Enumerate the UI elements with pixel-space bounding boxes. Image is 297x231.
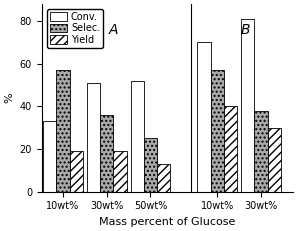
Bar [211,70,224,191]
Text: A: A [109,23,118,37]
Legend: Conv., Selec., Yield: Conv., Selec., Yield [47,9,103,48]
Bar [87,83,100,191]
Bar [241,19,255,191]
Bar [224,106,237,191]
Bar [198,43,211,191]
Bar [255,111,268,191]
Bar [69,151,83,191]
Bar [43,121,56,191]
Bar [100,115,113,191]
Bar [56,70,69,191]
Bar [157,164,170,191]
Bar [131,81,144,191]
Bar [144,138,157,191]
Bar [113,151,127,191]
Text: B: B [241,23,251,37]
Y-axis label: %: % [4,93,14,103]
X-axis label: Mass percent of Glucose: Mass percent of Glucose [99,217,236,227]
Bar [268,128,281,191]
